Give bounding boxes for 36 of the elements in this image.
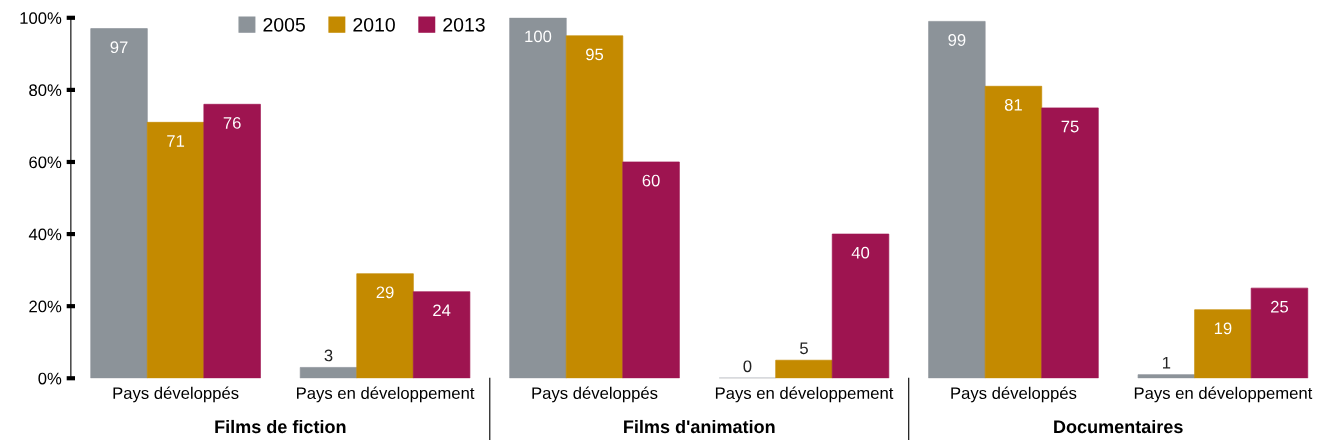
x-tick-label: Pays en développement [1134, 386, 1313, 403]
data-label: 76 [223, 116, 241, 129]
data-label: 3 [324, 349, 333, 362]
data-label: 81 [1004, 98, 1022, 111]
y-tick-label: 40% [28, 228, 62, 241]
y-tick-label: 0% [38, 372, 62, 385]
data-label: 0 [743, 360, 752, 373]
text: Films de fiction [215, 419, 346, 434]
y-tick-label: 80% [29, 84, 62, 97]
data-label: 24 [433, 304, 451, 317]
data-label: 19 [1214, 322, 1232, 335]
data-label: 5 [800, 342, 808, 355]
legend-label: 2005 [263, 17, 305, 32]
y-tick-label: 60% [29, 156, 62, 169]
x-tick-label: Pays développés [113, 386, 239, 403]
data-label: 99 [948, 34, 966, 46]
data-label: 100 [525, 30, 552, 43]
legend-label: 2010 [353, 17, 395, 32]
x-tick-label: Pays développés [532, 386, 658, 403]
y-tick-label: 20% [29, 300, 62, 313]
y-tick-label: 100% [20, 12, 62, 24]
data-label: 95 [586, 48, 604, 61]
x-tick-label: Pays développés [951, 386, 1077, 403]
x-tick-label: Pays en développement [297, 386, 475, 403]
data-label: 60 [642, 174, 660, 187]
data-label: 25 [1271, 300, 1289, 313]
data-label: 71 [167, 135, 185, 147]
text: Films d'animation [624, 419, 775, 434]
x-tick-label: Pays en développement [715, 386, 894, 403]
data-label: 29 [376, 286, 394, 299]
data-label: 1 [1162, 356, 1171, 369]
data-label: 40 [851, 246, 870, 259]
data-label: 75 [1061, 120, 1079, 133]
legend-label: 2013 [443, 17, 485, 32]
text: Documentaires [1054, 419, 1183, 434]
data-label: 97 [110, 41, 128, 54]
